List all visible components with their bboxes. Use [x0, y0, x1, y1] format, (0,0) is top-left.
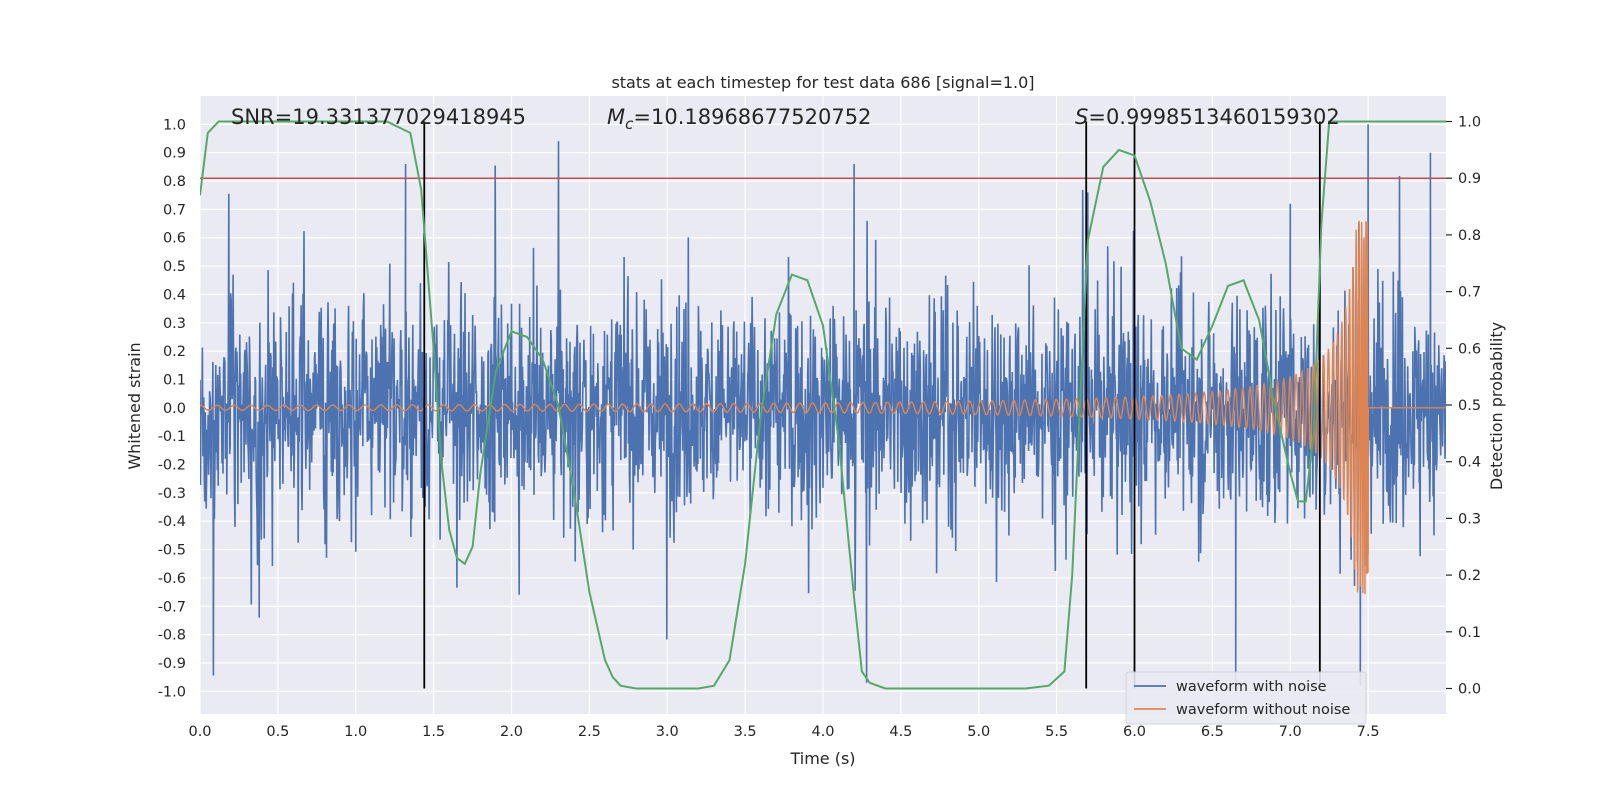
y-tick-label: -0.4 — [158, 514, 186, 530]
y2-tick-label: 0.2 — [1458, 568, 1481, 584]
x-tick-label: 4.0 — [811, 724, 834, 740]
legend-label-noise: waveform with noise — [1176, 679, 1327, 695]
x-tick-label: 1.5 — [422, 724, 445, 740]
x-tick-label: 2.0 — [500, 724, 523, 740]
y-tick-label: -0.7 — [158, 599, 186, 615]
x-tick-label: 6.0 — [1123, 724, 1146, 740]
y-tick-label: -0.1 — [158, 429, 186, 445]
y-axis-label: Whitened strain — [125, 342, 144, 469]
y-axis-left: 1.0 0.9 0.8 0.7 0.6 0.5 0.4 0.3 0.2 0.1 0.0 -0.1 -0.… — [158, 117, 186, 700]
y2-tick-label: 0.1 — [1458, 625, 1481, 641]
y-tick-label: 1.0 — [163, 117, 186, 133]
detection-markers — [423, 121, 1321, 689]
legend-label-clean: waveform without noise — [1176, 702, 1350, 718]
y2-tick-label: 1.0 — [1458, 115, 1481, 131]
series-waveform-without-noise — [200, 220, 1446, 595]
y-tick-label: -0.5 — [158, 543, 186, 559]
mc-label: Mc=10.18968677520752 — [607, 105, 871, 133]
x-tick-label: 4.5 — [889, 724, 912, 740]
x-axis-label: Time (s) — [789, 749, 855, 768]
y2-tick-label: 0.5 — [1458, 398, 1481, 414]
legend: waveform with noise waveform without noi… — [1125, 671, 1367, 725]
x-tick-label: 7.5 — [1357, 724, 1380, 740]
y-tick-label: -0.2 — [158, 458, 186, 474]
y-tick-label: 0.6 — [163, 231, 186, 247]
y-tick-label: 0.0 — [163, 401, 186, 417]
snr-label: SNR=19.331377029418945 — [231, 105, 526, 129]
y-tick-label: -0.3 — [158, 486, 186, 502]
y2-tick-label: 0.7 — [1458, 285, 1481, 301]
x-tick-label: 5.0 — [967, 724, 990, 740]
series-waveform-with-noise — [200, 124, 1446, 686]
x-tick-label: 0.5 — [266, 724, 289, 740]
x-tick-label: 5.5 — [1045, 724, 1068, 740]
y2-tick-label: 0.9 — [1458, 171, 1481, 187]
x-tick-label: 3.5 — [734, 724, 757, 740]
s-value: =0.9998513460159302 — [1088, 105, 1339, 129]
y-tick-label: 0.1 — [163, 372, 186, 388]
y2-tick-label: 0.6 — [1458, 341, 1481, 357]
y2-tick-label: 0.4 — [1458, 455, 1481, 471]
y-tick-label: 0.5 — [163, 259, 186, 275]
y-tick-label: 0.9 — [163, 146, 186, 162]
y-tick-label: 0.8 — [163, 174, 186, 190]
x-tick-label: 3.0 — [656, 724, 679, 740]
mc-value: =10.18968677520752 — [633, 105, 871, 129]
x-tick-label: 0.0 — [188, 724, 211, 740]
series-detection-probability — [200, 120, 1446, 690]
x-tick-label: 1.0 — [344, 724, 367, 740]
y-tick-label: 0.7 — [163, 202, 186, 218]
x-tick-label: 6.5 — [1201, 724, 1224, 740]
y2-tick-label: 0.3 — [1458, 511, 1481, 527]
y-tick-label: -1.0 — [158, 684, 186, 700]
legend-box — [1125, 671, 1367, 725]
y-tick-label: 0.4 — [163, 287, 186, 303]
x-axis: 0.0 0.5 1.0 1.5 2.0 2.5 3.0 3.5 4.0 4.5 5.0 5.5 6.0 6… — [188, 724, 1379, 740]
y2-axis-label: Detection probability — [1487, 322, 1506, 490]
x-tick-label: 7.0 — [1279, 724, 1302, 740]
chart-title: stats at each timestep for test data 686… — [611, 73, 1034, 92]
y2-tick-label: 0.8 — [1458, 228, 1481, 244]
y-tick-label: -0.8 — [158, 628, 186, 644]
y-tick-label: 0.3 — [163, 316, 186, 332]
y-axis-right: 1.0 0.9 0.8 0.7 0.6 0.5 0.4 0.3 0.2 0.1 0.0 — [1446, 115, 1481, 697]
s-label: S=0.9998513460159302 — [1075, 105, 1340, 129]
y-tick-label: -0.6 — [158, 571, 186, 587]
x-tick-label: 2.5 — [578, 724, 601, 740]
y-tick-label: 0.2 — [163, 344, 186, 360]
y2-tick-label: 0.0 — [1458, 681, 1481, 697]
y-tick-label: -0.9 — [158, 656, 186, 672]
